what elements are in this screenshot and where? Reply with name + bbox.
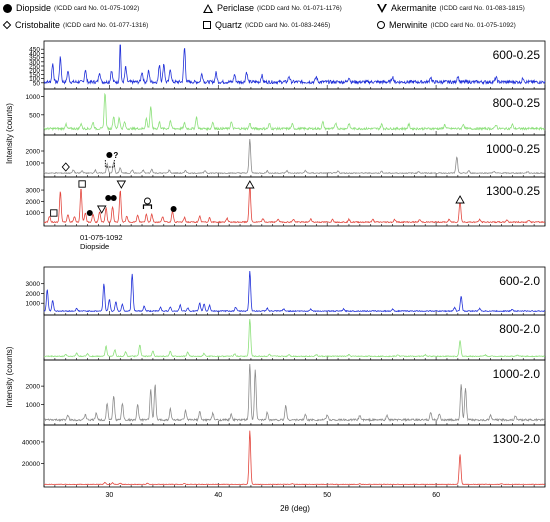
y-tick-label: 40000	[22, 439, 40, 446]
y-axis-label: Intensity (counts)	[5, 346, 14, 407]
open-circle-marker	[144, 197, 151, 205]
legend-phase-name: Quartz	[215, 20, 243, 30]
open-triangle-up-marker	[455, 195, 465, 204]
panel-frame	[43, 266, 546, 316]
panel-label: 600-0.25	[493, 48, 541, 62]
panel-frame	[43, 424, 546, 488]
y-tick-label: 3000	[26, 281, 41, 288]
open-inverted-triangle-icon	[377, 3, 387, 13]
legend-phase-name: Merwinite	[389, 20, 428, 30]
legend-phase-name: Diopside	[16, 3, 52, 13]
legend-item-quartz: Quartz (ICDD card No. 01-083-2465)	[203, 20, 330, 30]
open-circle-icon	[377, 21, 385, 29]
y-tick-label: 400	[29, 51, 40, 58]
open-triangle-up-marker	[245, 180, 255, 189]
y-tick-label: 1000	[26, 94, 41, 101]
y-tick-label: 250	[29, 64, 40, 71]
spectrum-line-600-2.0	[43, 270, 546, 313]
y-tick-label: 3000	[26, 188, 41, 195]
annotation-text: Diopside	[80, 242, 109, 251]
panel-label: 600-2.0	[499, 274, 540, 288]
y-tick-label: 1000	[26, 210, 41, 217]
legend-item-diopside: Diopside (ICDD card No. 01-075-1092)	[3, 3, 139, 13]
filled-circle-marker	[105, 195, 112, 201]
panel-label: 1000-0.25	[486, 142, 540, 156]
y-tick-label: 2000	[26, 199, 41, 206]
legend-item-cristobalite: Cristobalite (ICDD card No. 01-077-1316)	[2, 20, 149, 30]
marker-bracket-dotted	[104, 160, 115, 168]
legend-card-number: (ICDD card No. 01-075-1092)	[430, 21, 516, 29]
y-tick-label: 1000	[26, 402, 41, 409]
legend-item-periclase: Periclase (ICDD card No. 01-071-1176)	[203, 3, 342, 13]
legend-phase-name: Periclase	[217, 3, 255, 13]
legend-card-number: (ICDD card No. 01-071-1176)	[257, 4, 342, 12]
y-tick-label: 100	[29, 76, 40, 83]
filled-circle-marker	[106, 152, 113, 158]
x-tick-label: 50	[323, 492, 331, 499]
y-tick-label: 150	[29, 72, 40, 79]
open-triangle-icon	[203, 3, 213, 13]
y-tick-label: 2000	[26, 384, 41, 391]
filled-circle-marker	[86, 210, 93, 216]
filled-circle-marker	[170, 206, 177, 212]
open-square-marker	[50, 209, 58, 217]
panel-label: 800-0.25	[493, 96, 541, 110]
legend-phase-name: Cristobalite	[15, 20, 61, 30]
legend-card-number: (ICDD card No. 01-083-1815)	[439, 4, 525, 12]
panel-frame	[43, 359, 546, 426]
y-tick-label: 300	[29, 59, 40, 66]
x-tick-label: 60	[432, 492, 440, 499]
y-tick-label: 1000	[26, 161, 41, 168]
open-triangle-down-marker	[116, 180, 127, 189]
spectrum-line-800-2.0	[43, 318, 546, 358]
y-tick-label: 2000	[26, 149, 41, 156]
y-tick-label: 450	[29, 47, 40, 54]
x-tick-label: 30	[105, 492, 113, 499]
legend-item-merwinite: Merwinite (ICDD card No. 01-075-1092)	[377, 20, 516, 30]
panel-label: 800-2.0	[499, 322, 540, 336]
legend-card-number: (ICDD card No. 01-077-1316)	[63, 21, 149, 29]
spectrum-line-1000-0.25	[43, 138, 545, 175]
y-tick-label: 1000	[26, 301, 41, 308]
spectrum-line-1300-2.0	[43, 430, 546, 486]
marker-note: ?	[113, 151, 118, 160]
y-axis-label: Intensity (counts)	[5, 103, 14, 164]
annotation-text: 01-075-1092	[80, 233, 123, 242]
panel-label: 1000-2.0	[493, 367, 541, 381]
x-axis-label: 2θ (deg)	[280, 504, 310, 513]
y-tick-label: 350	[29, 55, 40, 62]
merwinite-bracket	[142, 204, 153, 209]
spectrum-line-800-0.25	[43, 92, 546, 132]
panel-label: 1300-0.25	[486, 184, 540, 198]
open-diamond-marker	[61, 162, 70, 172]
y-tick-label: 50	[33, 80, 41, 87]
y-tick-label: 200	[29, 68, 40, 75]
open-square-icon	[203, 21, 211, 29]
legend-card-number: (ICDD card No. 01-083-2465)	[245, 21, 331, 29]
x-tick-label: 40	[214, 492, 222, 499]
spectrum-line-600-0.25	[43, 44, 546, 85]
spectrum-line-1000-2.0	[43, 363, 545, 423]
open-square-marker	[78, 180, 86, 188]
spectrum-line-1300-0.25	[43, 184, 546, 224]
legend-card-number: (ICDD card No. 01-075-1092)	[54, 4, 140, 12]
panel-label: 1300-2.0	[493, 432, 541, 446]
open-triangle-down-marker	[96, 205, 107, 214]
y-tick-label: 500	[29, 112, 40, 119]
legend-phase-name: Akermanite	[391, 3, 437, 13]
y-tick-label: 2000	[26, 291, 41, 298]
filled-circle-marker	[110, 195, 117, 201]
filled-circle-icon	[3, 3, 12, 13]
panel-frame	[43, 314, 546, 361]
legend-item-akermanite: Akermanite (ICDD card No. 01-083-1815)	[377, 3, 525, 13]
y-tick-label: 20000	[22, 461, 40, 468]
